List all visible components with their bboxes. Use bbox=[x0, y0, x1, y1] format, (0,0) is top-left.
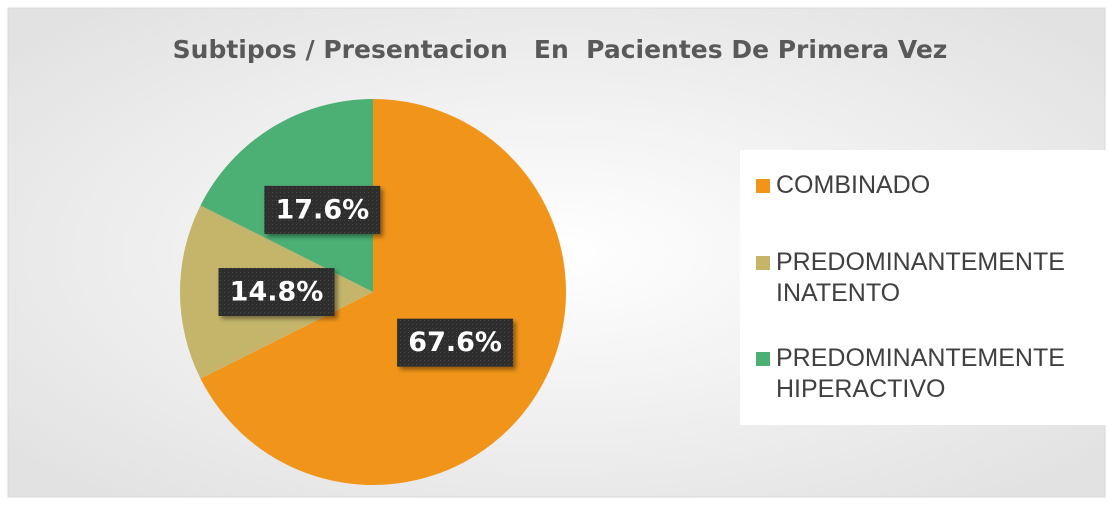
data-label-text: 17.6% bbox=[275, 194, 369, 225]
pie-slice bbox=[200, 99, 567, 485]
data-label-text: 67.6% bbox=[408, 327, 502, 358]
legend-swatch bbox=[756, 256, 770, 270]
legend-item: PREDOMINANTEMENTE HIPERACTIVO bbox=[748, 343, 1111, 405]
data-label-box bbox=[264, 185, 381, 234]
chart-title: Subtipos / Presentacion En Pacientes De … bbox=[173, 35, 948, 64]
legend-swatch bbox=[756, 179, 770, 193]
legend-label: PREDOMINANTEMENTE INATENTO bbox=[776, 248, 1065, 307]
data-label: 17.6% bbox=[264, 185, 381, 234]
legend-item: PREDOMINANTEMENTE INATENTO bbox=[748, 247, 1111, 309]
data-label-box bbox=[218, 268, 335, 316]
data-label-text: 14.8% bbox=[230, 277, 324, 308]
legend-item: COMBINADO bbox=[748, 170, 1111, 201]
legend-label: COMBINADO bbox=[776, 171, 931, 199]
legend-swatch bbox=[756, 352, 770, 366]
data-label: 14.8% bbox=[218, 268, 335, 316]
data-label: 67.6% bbox=[397, 318, 514, 367]
legend-label: PREDOMINANTEMENTE HIPERACTIVO bbox=[776, 344, 1065, 403]
data-label-box bbox=[397, 318, 514, 367]
legend: COMBINADO PREDOMINANTEMENTE INATENTO PREDO… bbox=[740, 150, 1106, 425]
